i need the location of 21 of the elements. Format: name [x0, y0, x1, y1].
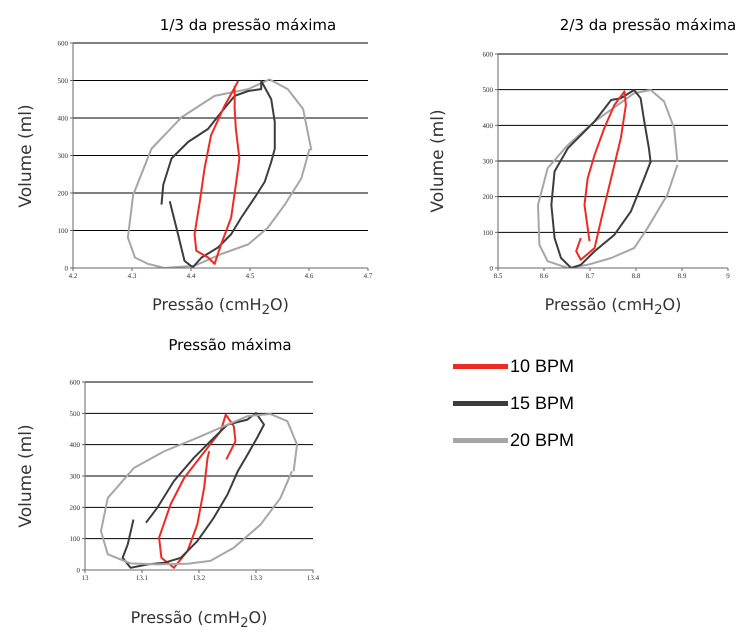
legend-label: 20 BPM: [510, 430, 574, 451]
chart-title: 1/3 da pressão máxima: [158, 16, 338, 34]
chart-title: 2/3 da pressão máxima: [558, 16, 738, 34]
x-axis-title: Pressão (cmH$_{2}$O): [130, 607, 268, 634]
line-series: [122, 412, 265, 569]
x-axis-title: Pressão (cmH$_{2}$O): [544, 294, 682, 320]
line-series: [575, 90, 627, 261]
chart-title: Pressão máxima: [167, 336, 293, 354]
y-axis-title: Volume (ml): [16, 104, 36, 208]
y-axis-title: Volume (ml): [16, 424, 36, 528]
line-series: [537, 89, 678, 268]
line-series: [126, 78, 312, 268]
line-series: [158, 414, 236, 569]
legend-label: 10 BPM: [510, 356, 574, 377]
line-series: [194, 80, 240, 265]
legend-label: 15 BPM: [510, 393, 574, 414]
line-series: [160, 80, 276, 268]
line-series: [550, 89, 652, 268]
x-axis-title: Pressão (cmH$_{2}$O): [151, 294, 290, 320]
line-series: [100, 412, 298, 566]
y-axis-title: Volume (ml): [428, 109, 448, 213]
